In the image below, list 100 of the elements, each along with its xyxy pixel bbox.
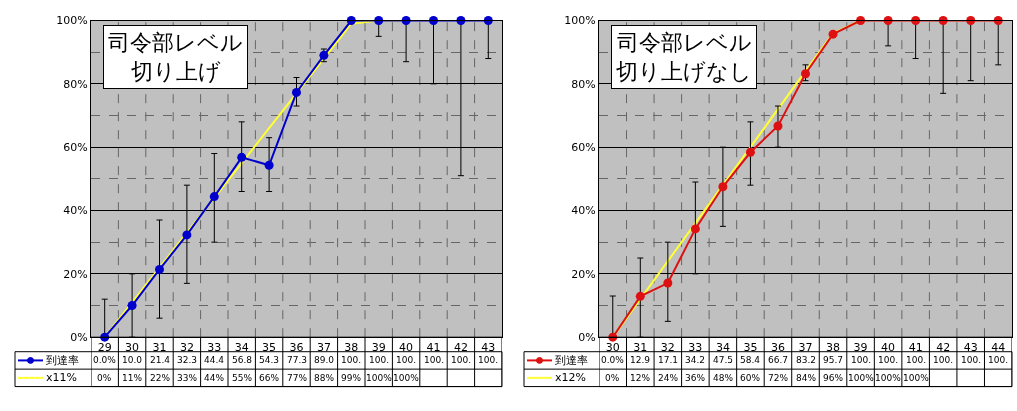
text: 100% bbox=[903, 373, 929, 383]
x-tick-label: 44 bbox=[991, 341, 1006, 355]
data-label: 22% bbox=[150, 373, 171, 383]
data-label: 60% bbox=[740, 373, 761, 383]
data-label: 66.7 bbox=[768, 355, 789, 365]
legend-label: x11% bbox=[46, 371, 77, 384]
point bbox=[292, 87, 301, 97]
data-label: 72% bbox=[768, 373, 789, 383]
x-tick-label: 35 bbox=[743, 341, 758, 355]
data-label: 58.4 bbox=[740, 355, 761, 365]
data-label: 100. bbox=[878, 355, 899, 365]
y-tick-label: 20% bbox=[63, 267, 88, 281]
data-label: 100. bbox=[478, 355, 499, 365]
y-tick-label: 60% bbox=[63, 141, 88, 155]
y-tick-label: 100% bbox=[564, 14, 596, 28]
x-tick-label: 42 bbox=[453, 341, 468, 355]
data-label: 96% bbox=[823, 373, 844, 383]
y-tick-label: 40% bbox=[63, 204, 88, 218]
point bbox=[237, 152, 247, 162]
data-label: 17.1 bbox=[658, 355, 679, 365]
data-label: 36% bbox=[685, 373, 706, 383]
data-label: 12% bbox=[630, 373, 651, 383]
data-label: 100. bbox=[341, 355, 362, 365]
data-label: 10.0 bbox=[122, 355, 143, 365]
x-tick-label: 33 bbox=[688, 341, 703, 355]
y-tick-label: 80% bbox=[571, 77, 596, 91]
x-tick-label: 36 bbox=[770, 341, 785, 355]
x-tick-label: 40 bbox=[399, 341, 414, 355]
data-label: 21.4 bbox=[150, 355, 171, 365]
x-tick-label: 39 bbox=[371, 341, 386, 355]
legend-label: 到達率 bbox=[46, 354, 79, 367]
data-label: 100. bbox=[933, 355, 954, 365]
data-label: 100. bbox=[451, 355, 472, 365]
data-label: 83.2 bbox=[796, 355, 817, 365]
x-tick-label: 38 bbox=[344, 341, 359, 355]
data-label: 0.0% bbox=[601, 355, 625, 365]
data-label: 100. bbox=[369, 355, 390, 365]
x-tick-label: 41 bbox=[908, 341, 923, 355]
data-label: 100% bbox=[366, 373, 393, 383]
data-label: 34.2 bbox=[685, 355, 706, 365]
point bbox=[828, 29, 838, 39]
data-label: 54.3 bbox=[259, 355, 280, 365]
data-label: 66% bbox=[259, 373, 280, 383]
data-label: 0.0% bbox=[93, 355, 117, 365]
point bbox=[690, 224, 700, 234]
y-tick-label: 40% bbox=[571, 204, 596, 218]
data-label: 11% bbox=[122, 373, 143, 383]
data-label: 95.7 bbox=[823, 355, 844, 365]
x-tick-label: 43 bbox=[963, 341, 978, 355]
x-tick-label: 33 bbox=[207, 341, 222, 355]
data-label: 100. bbox=[424, 355, 445, 365]
point bbox=[155, 264, 164, 274]
data-label: 47.5 bbox=[713, 355, 734, 365]
x-tick-label: 32 bbox=[179, 341, 194, 355]
data-label: 48% bbox=[713, 373, 734, 383]
data-label: 0% bbox=[605, 373, 620, 383]
data-label: 33% bbox=[177, 373, 198, 383]
data-label: 88% bbox=[314, 373, 335, 383]
x-tick-label: 42 bbox=[936, 341, 951, 355]
point bbox=[745, 147, 755, 157]
legend-label: 到達率 bbox=[555, 354, 588, 367]
point bbox=[127, 301, 137, 311]
data-label: 77.3 bbox=[287, 355, 308, 365]
x-tick-label: 38 bbox=[826, 341, 841, 355]
annotation: 司令部レベル切り上げ bbox=[108, 30, 243, 84]
y-tick-label: 20% bbox=[571, 267, 596, 281]
data-label: 100. bbox=[396, 355, 417, 365]
point bbox=[182, 230, 192, 240]
x-tick-label: 37 bbox=[798, 341, 813, 355]
data-label: 100. bbox=[851, 355, 872, 365]
point bbox=[801, 69, 810, 79]
text: 100% bbox=[875, 373, 901, 383]
point bbox=[635, 291, 645, 301]
annotation: 司令部レベル切り上げなし bbox=[616, 30, 752, 84]
data-label: 100. bbox=[961, 355, 982, 365]
x-tick-label: 29 bbox=[97, 341, 112, 355]
data-label: 89.0 bbox=[314, 355, 335, 365]
data-label: 77% bbox=[287, 373, 308, 383]
legend-label: x12% bbox=[555, 371, 586, 384]
x-tick-label: 40 bbox=[881, 341, 896, 355]
x-tick-label: 32 bbox=[660, 341, 675, 355]
x-tick-label: 31 bbox=[152, 341, 167, 355]
data-label: 24% bbox=[658, 373, 679, 383]
y-tick-label: 0% bbox=[578, 331, 596, 345]
x-tick-label: 43 bbox=[481, 341, 496, 355]
data-label: 84% bbox=[796, 373, 817, 383]
x-tick-label: 34 bbox=[234, 341, 249, 355]
data-label: 0% bbox=[97, 373, 112, 383]
x-tick-label: 36 bbox=[289, 341, 304, 355]
data-label: 12.9 bbox=[630, 355, 651, 365]
point bbox=[209, 192, 219, 202]
point bbox=[773, 121, 783, 131]
data-label: 44.4 bbox=[204, 355, 225, 365]
x-tick-label: 35 bbox=[262, 341, 277, 355]
data-label: 44% bbox=[204, 373, 225, 383]
data-label: 56.8 bbox=[232, 355, 253, 365]
data-label: 100. bbox=[988, 355, 1009, 365]
data-label: 100. bbox=[906, 355, 927, 365]
point bbox=[718, 182, 728, 192]
point bbox=[264, 160, 274, 170]
